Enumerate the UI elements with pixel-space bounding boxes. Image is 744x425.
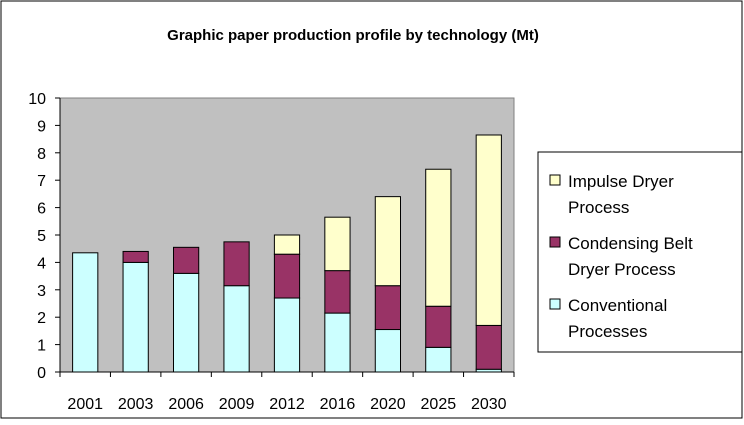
bar-segment-conventional-processes	[174, 273, 199, 372]
legend-label: Condensing Belt	[568, 234, 693, 253]
x-tick-label: 2001	[67, 396, 103, 413]
bar-segment-impulse-dryer-process	[476, 135, 501, 325]
bar-segment-condensing-belt-dryer-process	[274, 254, 299, 298]
y-tick-label: 7	[37, 173, 46, 190]
legend-label: Dryer Process	[568, 260, 676, 279]
x-tick-label: 2006	[168, 396, 204, 413]
x-tick-label: 2009	[219, 396, 255, 413]
legend-label: Impulse Dryer	[568, 172, 674, 191]
bar-segment-conventional-processes	[375, 330, 400, 372]
x-tick-label: 2003	[118, 396, 154, 413]
legend-swatch	[550, 299, 560, 309]
legend-swatch	[550, 175, 560, 185]
y-tick-label: 9	[37, 118, 46, 135]
legend: Impulse Dryer Process Condensing Belt Dryer…	[538, 152, 742, 352]
x-tick-label: 2020	[370, 396, 406, 413]
x-tick-label: 2012	[269, 396, 305, 413]
y-tick-label: 0	[37, 365, 46, 382]
x-tick-label: 2030	[471, 396, 507, 413]
bar-segment-condensing-belt-dryer-process	[476, 325, 501, 369]
bar-segment-conventional-processes	[224, 286, 249, 372]
legend-swatch	[550, 237, 560, 247]
y-tick-label: 6	[37, 201, 46, 218]
bar-segment-impulse-dryer-process	[274, 235, 299, 254]
bar-segment-condensing-belt-dryer-process	[325, 271, 350, 313]
y-tick-label: 2	[37, 310, 46, 327]
bar-segment-conventional-processes	[123, 262, 148, 372]
bar-segment-impulse-dryer-process	[325, 217, 350, 270]
legend-label: Conventional	[568, 296, 667, 315]
bar-segment-condensing-belt-dryer-process	[375, 286, 400, 330]
bar-segment-condensing-belt-dryer-process	[174, 247, 199, 273]
legend-label: Process	[568, 198, 629, 217]
y-tick-label: 8	[37, 146, 46, 163]
bar-segment-impulse-dryer-process	[426, 169, 451, 306]
bar-segment-impulse-dryer-process	[375, 197, 400, 286]
bar-segment-conventional-processes	[73, 253, 98, 372]
chart-title: Graphic paper production profile by tech…	[167, 27, 539, 44]
y-tick-label: 5	[37, 228, 46, 245]
legend-label: Processes	[568, 322, 647, 341]
bar-segment-condensing-belt-dryer-process	[123, 251, 148, 262]
bar-segment-conventional-processes	[274, 298, 299, 372]
y-tick-label: 1	[37, 338, 46, 355]
bar-segment-condensing-belt-dryer-process	[224, 242, 249, 286]
y-tick-label: 10	[28, 91, 46, 108]
bar-segment-conventional-processes	[325, 313, 350, 372]
y-tick-label: 3	[37, 283, 46, 300]
bar-segment-condensing-belt-dryer-process	[426, 306, 451, 347]
x-tick-label: 2016	[320, 396, 356, 413]
y-tick-label: 4	[37, 255, 46, 272]
x-tick-label: 2025	[421, 396, 457, 413]
bar-segment-conventional-processes	[426, 347, 451, 372]
